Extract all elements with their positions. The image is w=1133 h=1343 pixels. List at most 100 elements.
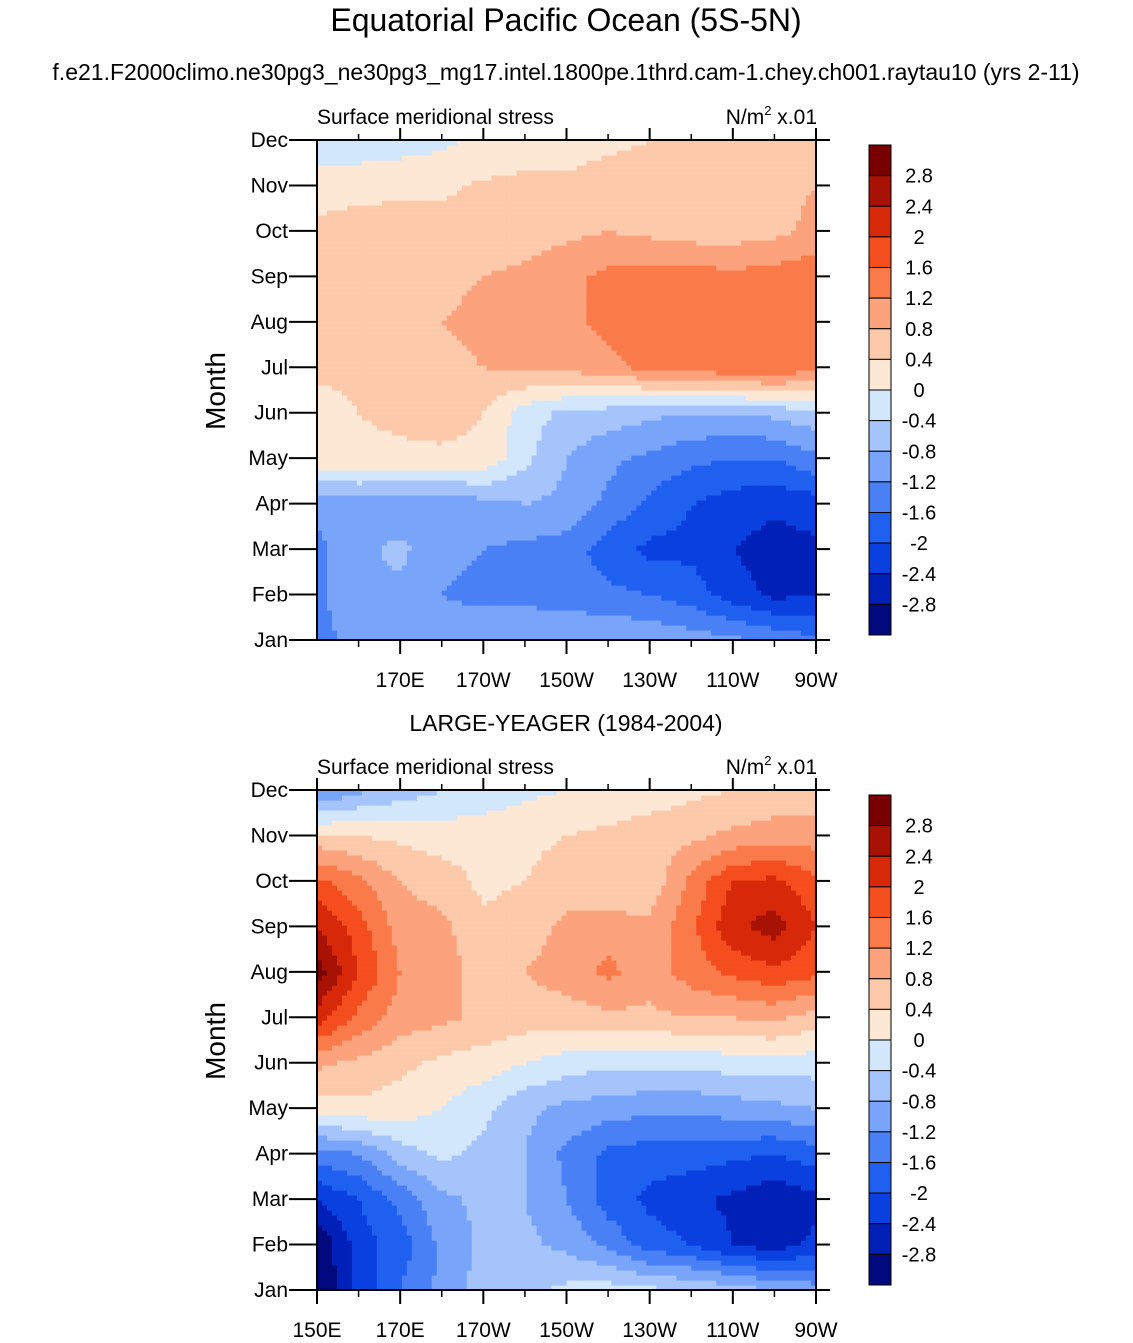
contour-cell	[466, 590, 473, 596]
contour-cell	[331, 615, 338, 621]
contour-cell	[561, 570, 568, 576]
contour-cell	[711, 520, 717, 526]
contour-cell	[786, 465, 792, 471]
contour-cell	[461, 470, 468, 476]
contour-cell	[496, 410, 503, 416]
contour-cell	[506, 470, 513, 476]
contour-cell	[716, 455, 722, 461]
contour-cell	[656, 530, 662, 536]
contour-cell	[401, 540, 408, 546]
contour-cell	[321, 610, 328, 616]
contour-cell	[696, 395, 702, 401]
contour-cell	[721, 585, 727, 591]
contour-cell	[426, 565, 433, 571]
contour-cell	[396, 630, 403, 636]
contour-cell	[691, 450, 697, 456]
contour-cell	[376, 555, 383, 561]
contour-cell	[671, 600, 677, 606]
contour-cell	[616, 425, 622, 431]
contour-cell	[551, 455, 558, 461]
contour-cell	[516, 625, 523, 631]
contour-cell	[461, 505, 468, 511]
contour-cell	[611, 485, 617, 491]
contour-cell	[806, 440, 812, 446]
contour-cell	[791, 615, 797, 621]
contour-cell	[461, 455, 468, 461]
contour-cell	[781, 550, 787, 556]
contour-cell	[491, 415, 498, 421]
contour-cell	[546, 505, 553, 511]
contour-cell	[351, 495, 358, 501]
contour-cell	[486, 470, 493, 476]
contour-cell	[741, 630, 747, 636]
contour-cell	[421, 515, 428, 521]
contour-cell	[626, 395, 632, 401]
contour-cell	[401, 430, 408, 436]
contour-cell	[526, 600, 533, 606]
contour-cell	[381, 390, 388, 396]
contour-cell	[451, 455, 458, 461]
contour-cell	[671, 425, 677, 431]
contour-cell	[661, 425, 667, 431]
contour-cell	[756, 410, 762, 416]
contour-cell	[711, 405, 717, 411]
contour-cell	[786, 505, 792, 511]
contour-cell	[721, 505, 727, 511]
contour-cell	[471, 540, 478, 546]
contour-cell	[466, 475, 473, 481]
contour-cell	[376, 500, 383, 506]
contour-cell	[551, 580, 558, 586]
contour-cell	[461, 560, 468, 566]
contour-cell	[371, 560, 378, 566]
contour-cell	[711, 535, 717, 541]
contour-cell	[496, 595, 503, 601]
contour-cell	[751, 610, 757, 616]
contour-cell	[631, 535, 637, 541]
contour-cell	[616, 475, 622, 481]
contour-cell	[591, 405, 598, 411]
contour-cell	[531, 605, 538, 611]
contour-cell	[601, 570, 608, 576]
contour-cell	[626, 475, 632, 481]
contour-cell	[326, 530, 333, 536]
contour-cell	[346, 585, 353, 591]
contour-cell	[396, 575, 403, 581]
contour-cell	[361, 520, 368, 526]
contour-cell	[466, 415, 473, 421]
contour-cell	[811, 525, 817, 531]
contour-cell	[656, 410, 662, 416]
contour-cell	[801, 395, 807, 401]
contour-cell	[651, 555, 657, 561]
contour-cell	[801, 605, 807, 611]
contour-cell	[376, 410, 383, 416]
contour-cell	[551, 475, 558, 481]
contour-cell	[611, 605, 617, 611]
contour-cell	[566, 475, 573, 481]
contour-cell	[796, 545, 802, 551]
contour-cell	[656, 600, 662, 606]
contour-cell	[366, 530, 373, 536]
contour-cell	[366, 465, 373, 471]
contour-cell	[551, 540, 558, 546]
contour-cell	[676, 485, 682, 491]
contour-cell	[506, 430, 513, 436]
contour-cell	[631, 420, 637, 426]
contour-cell	[451, 620, 458, 626]
contour-cell	[621, 510, 627, 516]
contour-cell	[696, 510, 702, 516]
contour-cell	[776, 495, 782, 501]
contour-cell	[676, 410, 682, 416]
contour-cell	[351, 600, 358, 606]
contour-cell	[361, 575, 368, 581]
contour-cell	[317, 390, 323, 396]
contour-cell	[321, 510, 328, 516]
contour-cell	[711, 540, 717, 546]
contour-cell	[666, 515, 672, 521]
contour-cell	[776, 630, 782, 636]
contour-cell	[446, 515, 453, 521]
contour-cell	[621, 550, 627, 556]
contour-cell	[351, 620, 358, 626]
contour-cell	[786, 610, 792, 616]
contour-cell	[586, 395, 593, 401]
contour-cell	[751, 605, 757, 611]
